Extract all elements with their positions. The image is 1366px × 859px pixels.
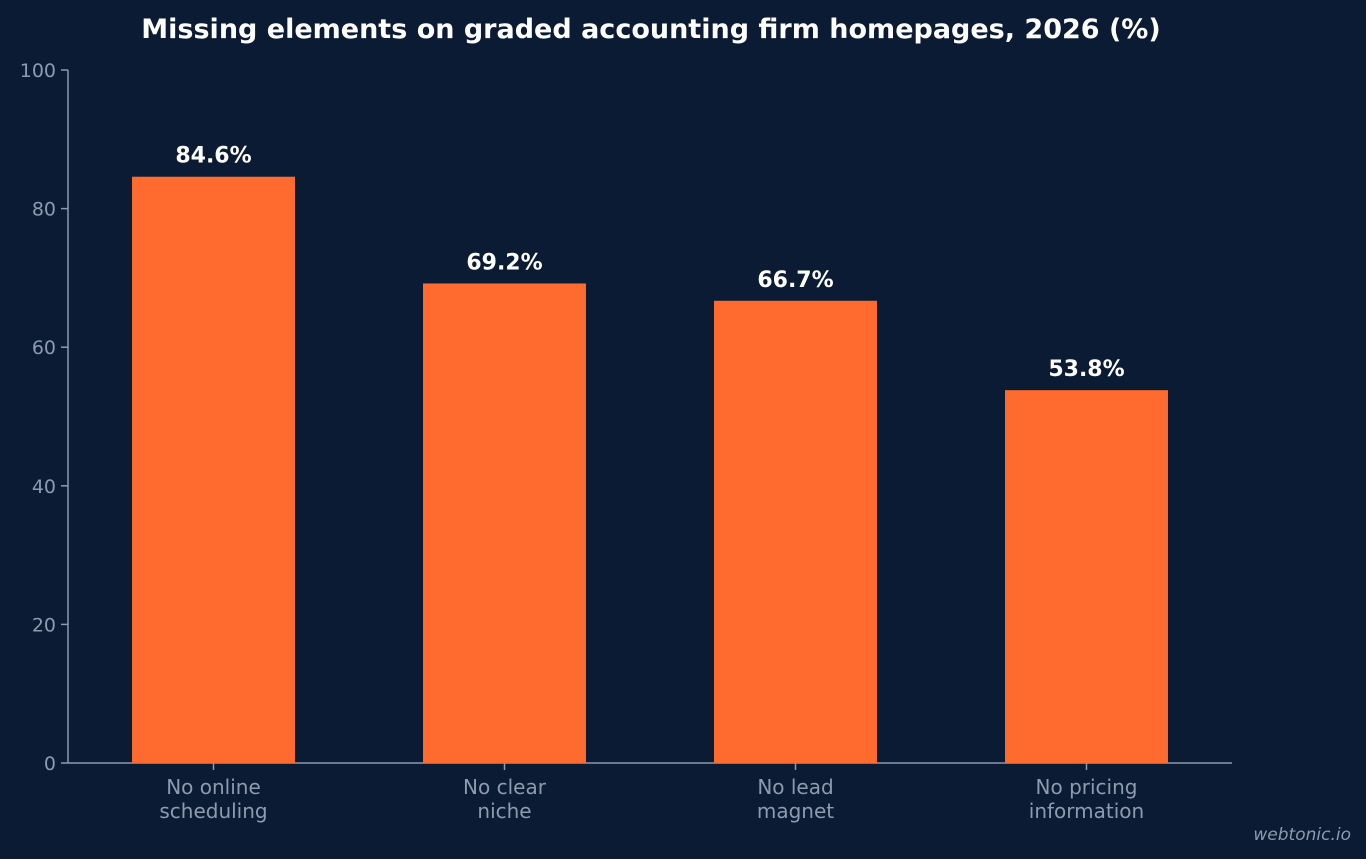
- x-tick-label-line: niche: [477, 799, 531, 823]
- y-tick-label: 80: [32, 199, 56, 221]
- x-tick-label-line: No clear: [463, 775, 547, 799]
- x-tick-label: No online scheduling: [159, 775, 267, 823]
- x-tick-label-line: No online: [166, 775, 261, 799]
- bar: [714, 300, 877, 763]
- x-tick-label-line: No pricing: [1036, 775, 1138, 799]
- y-tick-label: 40: [32, 476, 56, 498]
- y-tick-label: 60: [32, 337, 56, 359]
- bar-series: 84.6% 69.2% 66.7% 53.8%: [132, 144, 1168, 764]
- x-tick-label-line: magnet: [757, 799, 834, 823]
- x-tick-label-line: scheduling: [159, 799, 267, 823]
- bar-value-label: 53.8%: [1048, 357, 1124, 382]
- x-tick-label: No clear niche: [463, 775, 547, 823]
- chart-title: Missing elements on graded accounting fi…: [141, 14, 1160, 45]
- bar: [132, 176, 295, 764]
- bar: [1005, 390, 1168, 763]
- x-axis: No online scheduling No clear niche No lead m…: [68, 762, 1232, 823]
- y-tick-label: 0: [44, 753, 56, 775]
- bar-value-label: 66.7%: [757, 268, 833, 293]
- x-tick-label: No lead magnet: [757, 775, 834, 823]
- bar-value-label: 84.6%: [175, 144, 251, 169]
- x-tick-label: No pricing information: [1029, 775, 1144, 823]
- watermark: webtonic.io: [1253, 825, 1351, 845]
- y-axis: 0 20 40 60 80 100: [20, 60, 69, 775]
- bar: [423, 283, 586, 763]
- y-tick-label: 100: [20, 60, 56, 82]
- bar-value-label: 69.2%: [466, 250, 542, 275]
- x-tick-label-line: No lead: [757, 775, 833, 799]
- y-tick-label: 20: [32, 614, 56, 636]
- x-tick-label-line: information: [1029, 799, 1144, 823]
